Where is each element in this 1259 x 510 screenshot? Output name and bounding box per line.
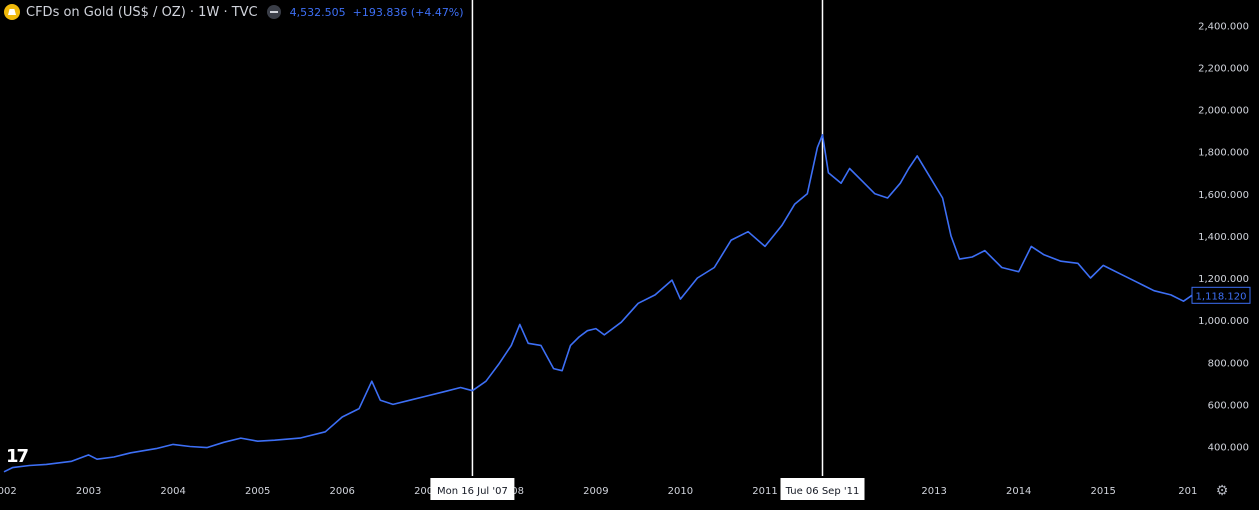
- y-tick-label: 1,400.000: [1198, 232, 1249, 243]
- minus-circle-icon[interactable]: [266, 5, 281, 19]
- x-axis: 2002200320042005200620072008200920102011…: [0, 486, 1197, 497]
- gear-icon[interactable]: ⚙: [1215, 483, 1229, 499]
- price-series-line: [3, 134, 1193, 473]
- x-tick-label: 2009: [583, 486, 608, 497]
- x-tick-label: 2006: [329, 486, 354, 497]
- y-tick-label: 1,200.000: [1198, 274, 1249, 285]
- x-tick-label: 2014: [1006, 486, 1031, 497]
- last-value: 4,532.505: [289, 5, 346, 19]
- x-tick-label: 2003: [76, 486, 101, 497]
- symbol-header: CFDs on Gold (US$ / OZ) · 1W · TVC 4,532…: [4, 3, 464, 21]
- y-tick-label: 2,400.000: [1198, 21, 1249, 32]
- label-layer: Mon 16 Jul '07 Tue 06 Sep '11 1,118.120: [430, 286, 1251, 500]
- last-price-badge: [1191, 286, 1251, 304]
- y-tick-label: 1,800.000: [1198, 148, 1249, 159]
- y-tick-label: 1,000.000: [1198, 316, 1249, 327]
- x-tick-label: 2005: [245, 486, 270, 497]
- y-tick-label: 800.000: [1208, 358, 1249, 369]
- tradingview-logo-icon[interactable]: 17: [6, 446, 29, 467]
- series-layer: [3, 134, 1193, 473]
- crosshair-date-badge: [430, 478, 515, 500]
- crosshair-date-label: Tue 06 Sep '11: [785, 486, 860, 497]
- last-price-label: 1,118.120: [1196, 291, 1247, 302]
- y-tick-label: 2,200.000: [1198, 63, 1249, 74]
- x-tick-label: 2004: [160, 486, 185, 497]
- x-tick-label: 2007: [414, 486, 439, 497]
- x-tick-label: 2010: [668, 486, 693, 497]
- price-change: +193.836 (+4.47%): [352, 5, 464, 19]
- x-tick-label: 2013: [921, 486, 946, 497]
- x-tick-label: 2015: [1090, 486, 1115, 497]
- crosshair-date-badge: [780, 478, 865, 500]
- y-tick-label: 1,600.000: [1198, 190, 1249, 201]
- y-tick-label: 2,000.000: [1198, 106, 1249, 117]
- x-tick-label: 201: [1178, 486, 1197, 497]
- x-tick-label: 2011: [752, 486, 777, 497]
- symbol-title[interactable]: CFDs on Gold (US$ / OZ) · 1W · TVC: [26, 4, 258, 20]
- y-tick-label: 600.000: [1208, 400, 1249, 411]
- crosshair-layer: [471, 0, 824, 476]
- gold-coin-icon: [4, 4, 20, 20]
- y-tick-label: 400.000: [1208, 443, 1249, 454]
- crosshair-date-label: Mon 16 Jul '07: [437, 486, 508, 497]
- x-tick-label: 2002: [0, 486, 17, 497]
- y-axis: 2,400.000 2,200.000 2,000.000 1,800.000 1,60…: [1198, 21, 1249, 453]
